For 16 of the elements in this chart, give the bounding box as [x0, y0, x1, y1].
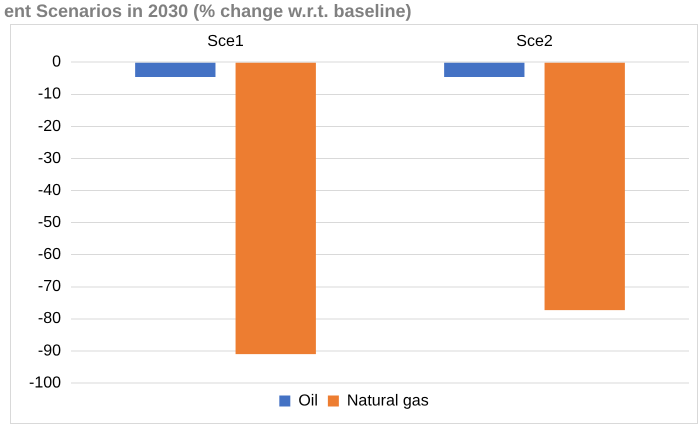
- y-tick-label: -60: [38, 246, 62, 264]
- legend-label: Oil: [298, 392, 318, 410]
- y-tick-label: -10: [38, 86, 62, 103]
- y-tick-label: -50: [38, 214, 62, 232]
- y-tick-label: 0: [52, 54, 62, 71]
- x-tick-label: Sce1: [207, 33, 244, 50]
- chart-title: ent Scenarios in 2030 (% change w.r.t. baseline): [3, 0, 412, 22]
- x-tick-label: Sce2: [516, 33, 553, 50]
- legend-label: Natural gas: [346, 392, 429, 410]
- y-tick-label: -100: [28, 374, 62, 392]
- y-tick-label: -20: [38, 118, 62, 135]
- y-tick-label: -30: [38, 150, 62, 167]
- y-tick-label: -80: [38, 310, 62, 328]
- y-tick-label: -90: [38, 342, 62, 360]
- y-tick-label: -40: [38, 182, 62, 199]
- y-tick-label: -70: [38, 278, 62, 296]
